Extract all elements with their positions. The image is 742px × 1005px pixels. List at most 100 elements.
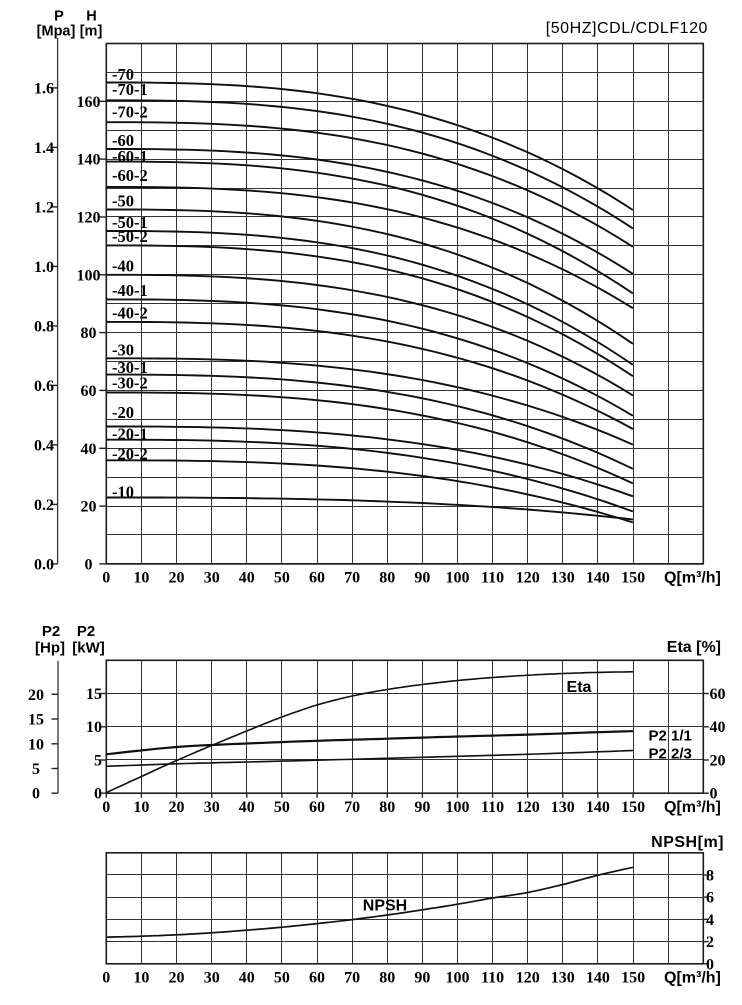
svg-text:140: 140 xyxy=(586,970,610,987)
svg-text:-70-2: -70-2 xyxy=(112,102,148,121)
svg-text:6: 6 xyxy=(706,890,714,907)
svg-text:-50-1: -50-1 xyxy=(112,213,148,232)
svg-text:110: 110 xyxy=(481,570,504,587)
svg-text:150: 150 xyxy=(621,799,645,816)
svg-text:-20-1: -20-1 xyxy=(112,425,148,444)
svg-text:20: 20 xyxy=(169,970,185,987)
svg-text:0.6: 0.6 xyxy=(34,378,54,395)
svg-text:0: 0 xyxy=(102,799,110,816)
svg-text:40: 40 xyxy=(239,570,255,587)
svg-text:90: 90 xyxy=(414,799,430,816)
svg-text:-40: -40 xyxy=(112,257,134,276)
svg-text:P2: P2 xyxy=(77,623,95,640)
svg-text:-40-2: -40-2 xyxy=(112,304,148,323)
svg-text:130: 130 xyxy=(551,570,575,587)
svg-text:50: 50 xyxy=(274,970,290,987)
svg-text:0.2: 0.2 xyxy=(34,497,54,514)
svg-text:4: 4 xyxy=(706,912,714,929)
svg-text:[m]: [m] xyxy=(80,24,103,40)
svg-text:-60: -60 xyxy=(112,131,134,150)
svg-text:8: 8 xyxy=(706,868,714,885)
svg-text:[kW]: [kW] xyxy=(72,640,105,657)
svg-text:110: 110 xyxy=(481,970,504,987)
svg-text:[Mpa]: [Mpa] xyxy=(37,24,76,40)
svg-text:15: 15 xyxy=(28,712,44,729)
svg-text:0: 0 xyxy=(706,956,714,973)
svg-text:80: 80 xyxy=(379,970,395,987)
svg-text:150: 150 xyxy=(621,570,645,587)
svg-text:10: 10 xyxy=(133,799,149,816)
svg-text:-10: -10 xyxy=(112,483,134,502)
svg-text:P: P xyxy=(54,9,64,25)
svg-text:0: 0 xyxy=(102,970,110,987)
svg-text:-20-2: -20-2 xyxy=(112,445,148,464)
svg-text:30: 30 xyxy=(204,799,220,816)
svg-text:0: 0 xyxy=(710,786,718,803)
svg-text:1.2: 1.2 xyxy=(34,199,54,216)
svg-text:1.4: 1.4 xyxy=(34,140,54,157)
svg-text:5: 5 xyxy=(32,761,40,778)
svg-text:120: 120 xyxy=(516,799,540,816)
svg-text:60: 60 xyxy=(309,570,325,587)
svg-text:Q[m³/h]: Q[m³/h] xyxy=(664,570,721,587)
svg-text:80: 80 xyxy=(379,799,395,816)
svg-text:P2 1/1: P2 1/1 xyxy=(649,728,692,745)
svg-text:80: 80 xyxy=(379,570,395,587)
svg-text:140: 140 xyxy=(586,570,610,587)
svg-text:70: 70 xyxy=(344,570,360,587)
svg-text:80: 80 xyxy=(81,325,97,342)
svg-text:0: 0 xyxy=(32,786,40,803)
svg-text:-40-1: -40-1 xyxy=(112,281,148,300)
svg-text:Eta: Eta xyxy=(567,679,592,696)
svg-text:20: 20 xyxy=(710,753,726,770)
svg-text:Q[m³/h]: Q[m³/h] xyxy=(664,799,721,816)
svg-text:-70: -70 xyxy=(112,65,134,84)
svg-text:40: 40 xyxy=(710,719,726,736)
svg-text:10: 10 xyxy=(86,719,102,736)
svg-text:90: 90 xyxy=(414,970,430,987)
svg-text:20: 20 xyxy=(169,799,185,816)
svg-text:120: 120 xyxy=(77,210,101,227)
svg-text:100: 100 xyxy=(446,799,470,816)
svg-text:10: 10 xyxy=(133,570,149,587)
svg-text:40: 40 xyxy=(81,441,97,458)
svg-text:60: 60 xyxy=(309,970,325,987)
svg-text:10: 10 xyxy=(133,970,149,987)
svg-text:140: 140 xyxy=(586,799,610,816)
svg-text:0: 0 xyxy=(85,556,93,573)
svg-text:0.8: 0.8 xyxy=(34,318,54,335)
svg-text:90: 90 xyxy=(414,570,430,587)
svg-text:[Hp]: [Hp] xyxy=(35,640,65,657)
svg-text:130: 130 xyxy=(551,799,575,816)
svg-text:Eta [%]: Eta [%] xyxy=(667,639,721,656)
svg-text:50: 50 xyxy=(274,570,290,587)
svg-text:120: 120 xyxy=(516,970,540,987)
svg-text:-50-2: -50-2 xyxy=(112,227,148,246)
svg-text:110: 110 xyxy=(481,799,504,816)
svg-text:0: 0 xyxy=(94,786,102,803)
svg-text:NPSH[m]: NPSH[m] xyxy=(651,834,724,851)
svg-text:0.0: 0.0 xyxy=(34,556,54,573)
svg-text:-60-1: -60-1 xyxy=(112,147,148,166)
svg-text:60: 60 xyxy=(81,383,97,400)
svg-text:160: 160 xyxy=(77,94,101,111)
svg-text:140: 140 xyxy=(77,152,101,169)
svg-text:60: 60 xyxy=(309,799,325,816)
svg-text:0.4: 0.4 xyxy=(34,437,54,454)
svg-text:5: 5 xyxy=(94,753,102,770)
svg-text:70: 70 xyxy=(344,970,360,987)
svg-text:-30-2: -30-2 xyxy=(112,373,148,392)
svg-text:100: 100 xyxy=(446,970,470,987)
svg-text:40: 40 xyxy=(239,970,255,987)
svg-text:60: 60 xyxy=(710,686,726,703)
svg-text:-30-1: -30-1 xyxy=(112,358,148,377)
svg-text:10: 10 xyxy=(28,736,44,753)
svg-text:-20: -20 xyxy=(112,403,134,422)
svg-text:Q[m³/h]: Q[m³/h] xyxy=(664,970,721,987)
svg-text:[50HZ]CDL/CDLF120: [50HZ]CDL/CDLF120 xyxy=(546,20,708,37)
svg-text:P2: P2 xyxy=(42,623,60,640)
svg-text:30: 30 xyxy=(204,570,220,587)
svg-text:40: 40 xyxy=(239,799,255,816)
svg-text:150: 150 xyxy=(621,970,645,987)
svg-text:0: 0 xyxy=(102,570,110,587)
